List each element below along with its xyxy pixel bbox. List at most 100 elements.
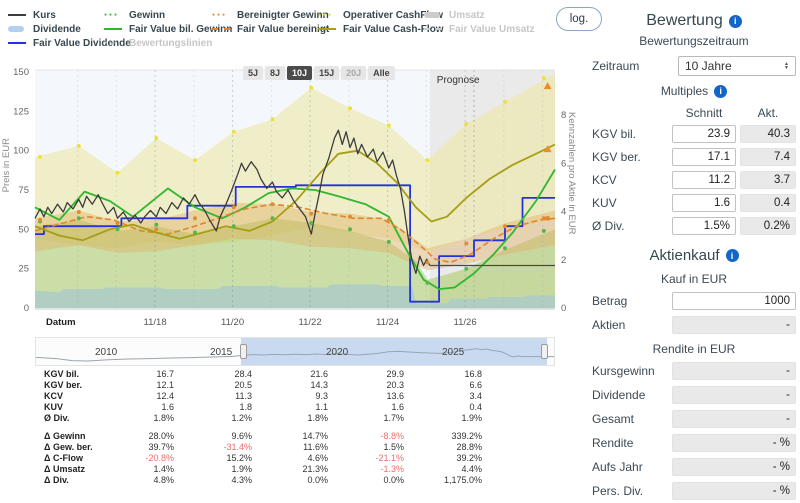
- legend-label: Fair Value Cash-Flow: [343, 23, 444, 35]
- left-axis-tick: 0: [24, 303, 29, 314]
- timeline-slider[interactable]: 2010 2015 2020 2025: [35, 337, 555, 366]
- right-axis-tick: 8: [561, 110, 566, 121]
- rendite-value: - %: [672, 458, 796, 476]
- aktienkauf-title: Aktienkauf: [649, 247, 720, 264]
- range-button-alle[interactable]: Alle: [368, 66, 395, 80]
- log-scale-button[interactable]: log.: [556, 7, 602, 31]
- range-button-20j[interactable]: 20J: [341, 66, 367, 80]
- legend-item-fair-value-cash-flow[interactable]: Fair Value Cash-Flow: [318, 23, 444, 35]
- multiple-label: KCV: [592, 173, 617, 187]
- stats-value: 39.7%: [148, 442, 174, 453]
- multiple-schnitt-input[interactable]: 23.9: [672, 125, 736, 143]
- legend-item-fair-value-umsatz[interactable]: Fair Value Umsatz: [424, 23, 535, 35]
- info-icon[interactable]: i: [725, 249, 739, 262]
- fair-value-bereinigt-marker: [212, 28, 232, 30]
- x-axis-tick: 11/22: [299, 317, 322, 328]
- stats-value: 21.6: [310, 369, 328, 380]
- left-axis-tick: 50: [18, 224, 29, 235]
- stats-row-umsatz: Δ Umsatz 1.4% 1.9% 21.3% -1.3% 4.4%: [44, 463, 482, 474]
- legend-item-operativer-cashflow[interactable]: ●●● Operativer CashFlow: [318, 9, 444, 21]
- stats-row-div: Ø Div. 1.8% 1.2% 1.8% 1.7% 1.9%: [44, 412, 482, 423]
- legend-item-umsatz[interactable]: Umsatz: [424, 9, 535, 21]
- bereinigter-gewinn-dot: [541, 216, 546, 221]
- rendite-value: -: [672, 386, 796, 404]
- timeline-year: 2020: [326, 347, 349, 358]
- gewinn-dot: [154, 222, 159, 227]
- stats-value: 9.3: [315, 390, 328, 401]
- bereinigter-gewinn-dot: [270, 202, 275, 207]
- timeline-handle-left[interactable]: [240, 344, 247, 359]
- bereinigter-gewinn-dot: [76, 210, 81, 214]
- info-icon[interactable]: i: [728, 14, 742, 28]
- right-axis-tick: 0: [561, 303, 566, 314]
- stats-value: 21.3%: [302, 463, 328, 474]
- rendite-value: - %: [672, 482, 796, 500]
- legend-item-kurs[interactable]: Kurs: [8, 9, 131, 21]
- stats-value: 4.4%: [461, 463, 482, 474]
- legend-item-fair-value-dividende[interactable]: Fair Value Dividende: [8, 37, 131, 49]
- operativer-cashflow-dot: [154, 136, 159, 141]
- stats-label: Δ Div.: [44, 474, 69, 485]
- range-button-10j[interactable]: 10J: [287, 66, 313, 80]
- betrag-label: Betrag: [592, 294, 628, 308]
- stats-value: -1.3%: [380, 463, 404, 474]
- aktienkauf-title-row: Aktienkauf i: [592, 247, 796, 264]
- range-button-5j[interactable]: 5J: [243, 66, 264, 80]
- operativer-cashflow-dot: [76, 143, 81, 148]
- timeline-handle-right[interactable]: [541, 344, 548, 359]
- stats-value: 28.4: [234, 369, 252, 380]
- kurs-series: [34, 129, 431, 275]
- bereinigter-gewinn-dot: [193, 216, 197, 221]
- legend-item-fair-value-bil-gewinn[interactable]: Fair Value bil. Gewinn: [104, 23, 232, 35]
- legend-item-fair-value-bereinigt[interactable]: Fair Value bereinigt: [212, 23, 329, 35]
- range-button-15j[interactable]: 15J: [314, 66, 340, 80]
- stats-table: KGV bil. 16.7 28.4 21.6 29.9 16.8 KGV ber. 12.1…: [44, 369, 482, 485]
- legend-item-gewinn[interactable]: ●●● Gewinn: [104, 9, 232, 21]
- gewinn-dot: [309, 221, 314, 225]
- multiple-schnitt-input[interactable]: 1.6: [672, 194, 736, 212]
- bereinigter-gewinn-dot: [425, 260, 430, 265]
- operativer-cashflow-dot: [503, 99, 507, 104]
- stats-value: 6.6: [469, 380, 482, 391]
- rendite-label: Dividende: [592, 388, 646, 402]
- multiple-akt-value: 7.4: [740, 148, 796, 166]
- legend-item-dividende[interactable]: Dividende: [8, 23, 131, 35]
- info-icon[interactable]: i: [714, 84, 728, 98]
- stats-value: 15.2%: [226, 452, 252, 463]
- timeline-year: 2010: [95, 347, 118, 358]
- bereinigter-gewinn-marker: ●●●: [212, 12, 228, 18]
- zeitraum-select[interactable]: 10 Jahre ▲ ▼: [678, 56, 796, 76]
- operativer-cashflow-dot: [270, 117, 275, 122]
- zeitraum-row: Zeitraum 10 Jahre ▲ ▼: [592, 56, 796, 76]
- select-arrows-icon: ▲ ▼: [784, 61, 789, 71]
- stats-value: 4.3%: [231, 474, 252, 485]
- legend-column: ●●● Bereinigter Gewinn Fair Value bereinig…: [212, 9, 329, 37]
- multiple-schnitt-input[interactable]: 11.2: [672, 171, 736, 189]
- timeline-year: 2025: [442, 347, 465, 358]
- stats-value: 1.8%: [153, 412, 174, 423]
- bereinigter-gewinn-dot: [348, 214, 352, 219]
- bereinigter-gewinn-dot: [115, 221, 120, 225]
- multiple-row-kcv: KCV 11.2 3.7: [592, 171, 796, 189]
- legend-label: Fair Value Dividende: [33, 37, 131, 49]
- multiple-akt-value: 0.2%: [740, 217, 796, 235]
- multiple-schnitt-input[interactable]: 1.5%: [672, 217, 736, 235]
- legend-item-bereinigter-gewinn[interactable]: ●●● Bereinigter Gewinn: [212, 9, 329, 21]
- stats-value: 1.2%: [231, 412, 252, 423]
- rendite-label: Kursgewinn: [592, 364, 655, 378]
- range-button-8j[interactable]: 8J: [265, 66, 286, 80]
- operativer-cashflow-dot: [464, 121, 469, 126]
- x-axis-tick: 11/24: [376, 317, 399, 328]
- betrag-input[interactable]: [672, 292, 796, 310]
- multiple-schnitt-input[interactable]: 17.1: [672, 148, 736, 166]
- operativer-cashflow-dot: [309, 85, 314, 90]
- fair-value-dividende-series: [35, 184, 555, 303]
- gewinn-dot: [348, 227, 352, 232]
- stats-label: Δ Umsatz: [44, 463, 85, 474]
- x-axis-tick: 11/26: [454, 317, 477, 328]
- legend-item-bewertungslinien[interactable]: ●●● Bewertungslinien: [104, 37, 232, 49]
- stats-row-div: Δ Div. 4.8% 4.3% 0.0% 0.0% 1,175.0%: [44, 474, 482, 485]
- left-axis-tick: 100: [13, 146, 29, 157]
- price-chart[interactable]: 0 25 50 75 100 125 150 0 2 4 6 8 11/18 11/20 11/22 11/2…: [0, 58, 585, 336]
